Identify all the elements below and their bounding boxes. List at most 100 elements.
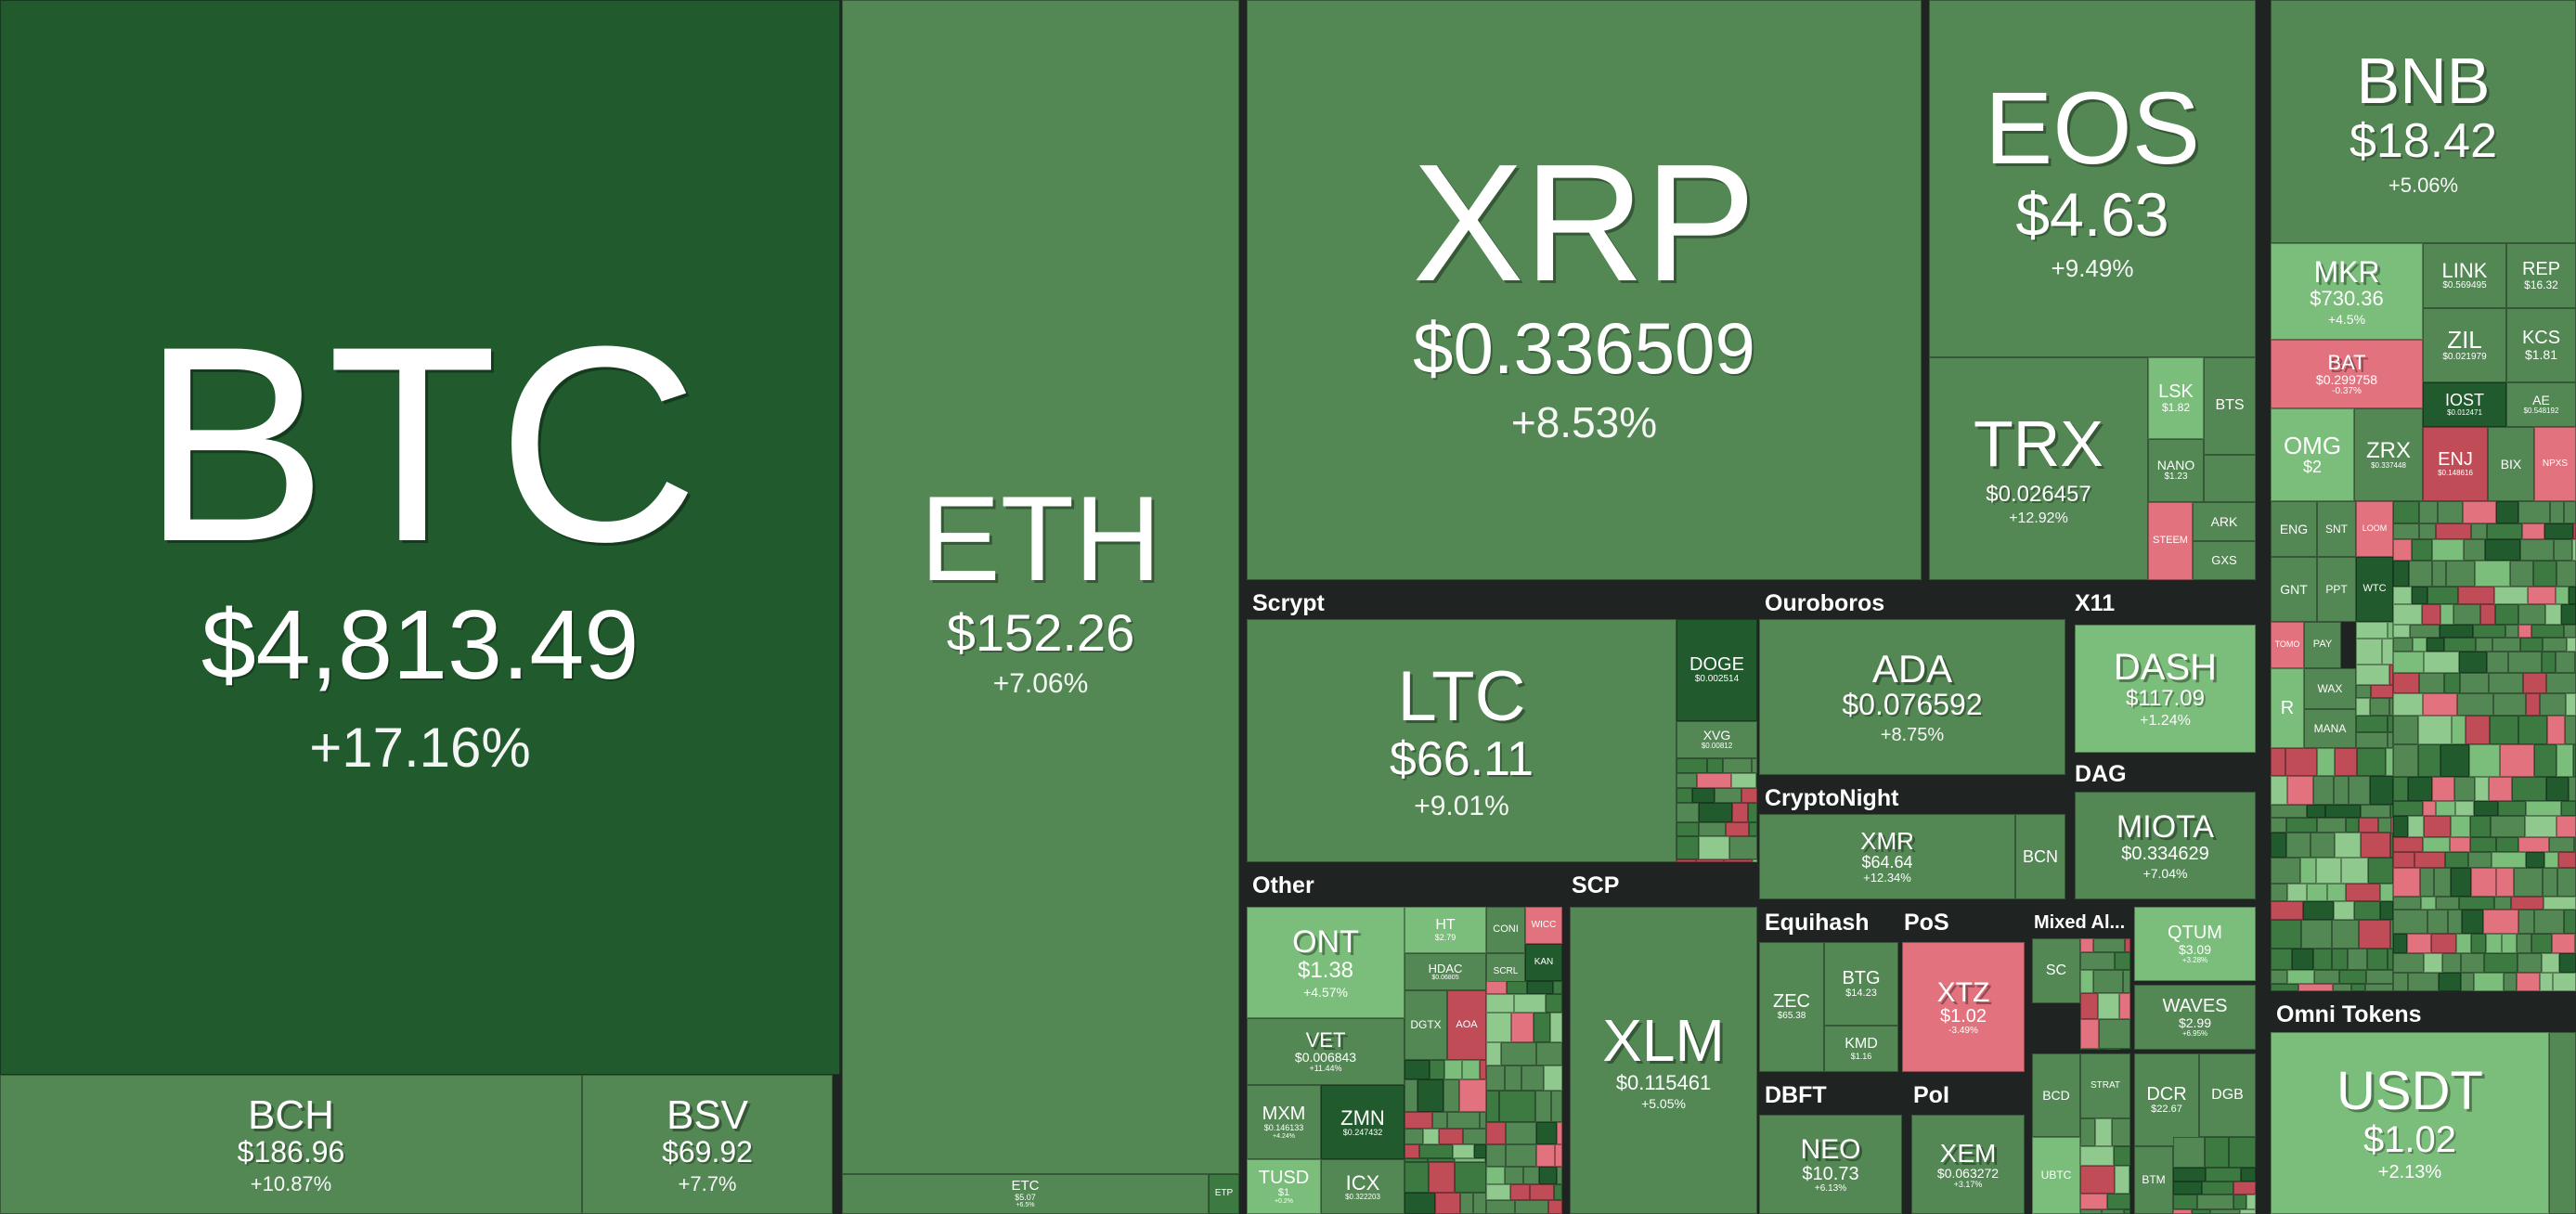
small-token-tile[interactable] — [2246, 1195, 2256, 1209]
small-token-tile[interactable] — [2510, 561, 2533, 587]
small-token-tile[interactable] — [2454, 777, 2475, 801]
small-token-tile[interactable] — [2511, 897, 2544, 910]
small-token-tile[interactable] — [2356, 622, 2388, 639]
small-token-tile[interactable] — [2107, 1049, 2120, 1050]
tile-bts[interactable]: BTS — [2204, 357, 2256, 455]
small-token-tile[interactable] — [2494, 587, 2528, 604]
small-token-tile[interactable] — [2361, 833, 2390, 858]
small-token-tile[interactable] — [2311, 833, 2335, 858]
small-token-tile[interactable] — [1544, 1065, 1562, 1091]
small-token-tile[interactable] — [2388, 949, 2393, 970]
small-token-tile[interactable] — [2427, 587, 2458, 604]
tile-xtz[interactable]: XTZ $1.02 -3.49% — [1902, 942, 2025, 1072]
small-token-tile[interactable] — [2107, 1194, 2130, 1209]
small-token-tile[interactable] — [2414, 852, 2445, 868]
small-token-tile[interactable] — [2410, 625, 2440, 638]
tile-vet[interactable]: VET $0.006843 +11.44% — [1247, 1018, 1405, 1085]
small-token-tile[interactable] — [2271, 818, 2286, 833]
small-token-tile[interactable] — [2335, 748, 2357, 776]
tile-steem[interactable]: STEEM — [2148, 502, 2193, 580]
small-token-tile[interactable] — [2357, 748, 2386, 776]
small-token-tile[interactable] — [2418, 744, 2440, 777]
small-token-tile[interactable] — [2390, 833, 2393, 858]
small-token-tile[interactable] — [2456, 934, 2471, 953]
small-token-tile[interactable] — [2120, 1049, 2130, 1050]
small-token-tile[interactable] — [2317, 748, 2335, 776]
small-token-tile[interactable] — [2526, 801, 2561, 816]
small-token-tile[interactable] — [2388, 732, 2393, 748]
small-token-tile[interactable] — [2419, 673, 2444, 693]
small-token-tile[interactable] — [2412, 587, 2427, 604]
small-token-tile[interactable] — [2448, 910, 2462, 934]
tile-ark[interactable]: ARK — [2193, 502, 2256, 541]
small-token-tile[interactable] — [2520, 638, 2543, 652]
small-token-tile[interactable] — [2444, 638, 2476, 652]
small-token-tile[interactable] — [2346, 884, 2380, 901]
small-token-tile[interactable] — [2544, 852, 2558, 868]
small-token-tile[interactable] — [2474, 973, 2504, 991]
small-token-tile[interactable] — [2442, 953, 2461, 973]
small-token-tile[interactable] — [2549, 837, 2574, 852]
small-token-tile[interactable] — [2423, 837, 2450, 852]
small-token-tile[interactable] — [2365, 984, 2393, 991]
small-token-tile[interactable] — [2419, 501, 2438, 523]
small-token-tile[interactable] — [2569, 777, 2576, 801]
small-token-tile[interactable] — [2393, 523, 2419, 539]
small-token-tile[interactable] — [2492, 852, 2526, 868]
small-token-tile[interactable] — [2393, 539, 2412, 561]
small-token-tile[interactable] — [1486, 1200, 1515, 1214]
small-token-tile[interactable] — [2531, 934, 2552, 953]
small-token-tile[interactable] — [1505, 1167, 1523, 1184]
small-token-tile[interactable] — [2271, 970, 2287, 984]
small-token-tile[interactable] — [2393, 604, 2422, 625]
tile-lsk[interactable]: LSK $1.82 — [2148, 357, 2204, 439]
small-token-tile[interactable] — [2490, 716, 2518, 744]
tile-omg[interactable]: OMG $2 — [2271, 408, 2354, 501]
small-token-tile[interactable] — [1455, 1158, 1485, 1162]
small-token-tile[interactable] — [2422, 604, 2440, 625]
small-token-tile[interactable] — [1699, 836, 1729, 859]
small-token-tile[interactable] — [1405, 1060, 1430, 1079]
small-token-tile[interactable] — [2393, 744, 2418, 777]
small-token-tile[interactable] — [2420, 868, 2434, 897]
tile-btc[interactable]: BTC $4,813.49 +17.16% — [0, 0, 840, 1075]
small-token-tile[interactable] — [2522, 523, 2544, 539]
small-token-tile[interactable] — [2271, 949, 2292, 970]
small-token-tile[interactable] — [2438, 501, 2463, 523]
tile-neo[interactable]: NEO $10.73 +6.13% — [1759, 1115, 1902, 1214]
small-token-tile[interactable] — [1419, 1144, 1453, 1158]
small-token-tile[interactable] — [2313, 776, 2334, 805]
small-token-tile[interactable] — [2440, 625, 2473, 638]
small-token-tile[interactable] — [2390, 805, 2393, 818]
small-token-tile[interactable] — [1536, 1042, 1562, 1065]
small-token-tile[interactable] — [2292, 949, 2313, 970]
small-token-tile[interactable] — [2547, 716, 2565, 744]
small-token-tile[interactable] — [2300, 858, 2316, 884]
small-token-tile[interactable] — [2572, 539, 2576, 561]
small-token-tile[interactable] — [1486, 1013, 1511, 1042]
small-token-tile[interactable] — [1486, 1167, 1505, 1184]
tile-omni-other[interactable] — [2549, 1032, 2576, 1214]
small-token-tile[interactable] — [2451, 868, 2471, 897]
small-token-tile[interactable] — [2450, 837, 2470, 852]
small-token-tile[interactable] — [2540, 693, 2566, 716]
small-token-tile[interactable] — [1539, 1167, 1557, 1184]
small-token-tile[interactable] — [1486, 1042, 1501, 1065]
small-token-tile[interactable] — [1447, 1112, 1480, 1129]
tile-mxm[interactable]: MXM $0.146133 +4.24% — [1247, 1085, 1321, 1159]
tile-strat[interactable]: STRAT — [2080, 1053, 2130, 1118]
small-token-tile[interactable] — [1676, 836, 1699, 859]
small-token-tile[interactable] — [2388, 716, 2393, 732]
tile-aoa[interactable]: AOA — [1447, 990, 1486, 1060]
small-token-tile[interactable] — [2489, 777, 2512, 801]
small-token-tile[interactable] — [2468, 852, 2492, 868]
small-token-tile[interactable] — [1676, 859, 1696, 862]
small-token-tile[interactable] — [2233, 1182, 2256, 1195]
tile-mana[interactable]: MANA — [2304, 709, 2356, 748]
small-token-tile[interactable] — [1555, 1144, 1562, 1167]
tile-ada[interactable]: ADA $0.076592 +8.75% — [1759, 619, 2065, 775]
small-token-tile[interactable] — [2545, 604, 2561, 625]
tile-xlm[interactable]: XLM $0.115461 +5.05% — [1570, 907, 1757, 1214]
small-token-tile[interactable] — [2382, 639, 2393, 665]
small-token-tile[interactable] — [2080, 993, 2098, 1019]
